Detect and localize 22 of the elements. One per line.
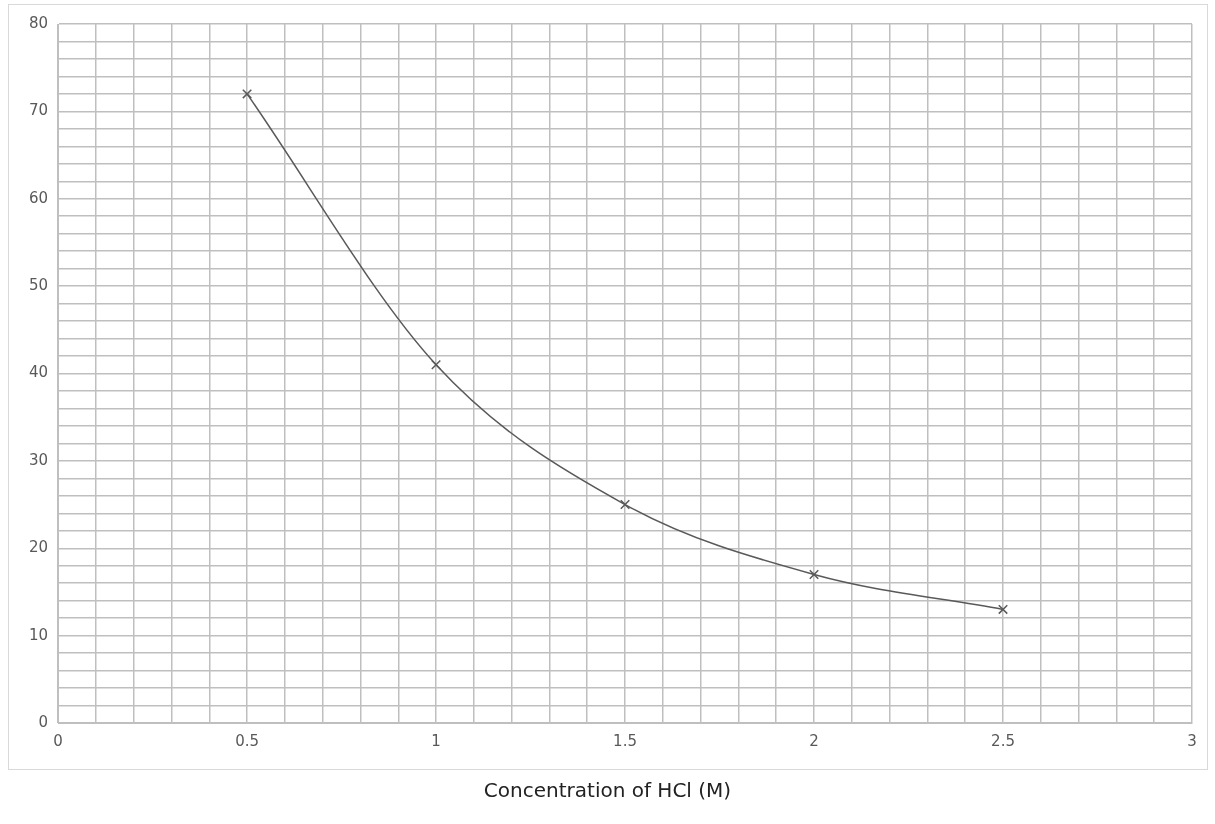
x-tick-label: 0 [53, 731, 63, 750]
point [431, 359, 442, 370]
point [809, 569, 820, 580]
y-tick-label: 30 [28, 450, 49, 469]
y-tick-label: 70 [28, 101, 49, 120]
y-tick-label: 50 [28, 276, 49, 295]
point [998, 604, 1009, 615]
x-tick-label: 1 [431, 731, 441, 750]
y-tick-label: 10 [28, 625, 49, 644]
x-axis-title: Concentration of HCl (M) [482, 778, 733, 802]
point [620, 499, 631, 510]
point [242, 88, 253, 99]
y-tick-label: 20 [28, 538, 49, 557]
x-tick-label: 3 [1187, 731, 1197, 750]
x-tick-label: 1.5 [613, 731, 637, 750]
y-tick-label: 60 [28, 188, 49, 207]
y-tick-label: 0 [38, 712, 49, 731]
x-tick-label: 2 [809, 731, 819, 750]
x-tick-label: 2.5 [991, 731, 1015, 750]
x-tick-label: 0.5 [235, 731, 259, 750]
y-tick-label: 80 [28, 13, 49, 32]
y-tick-label: 40 [28, 363, 49, 382]
